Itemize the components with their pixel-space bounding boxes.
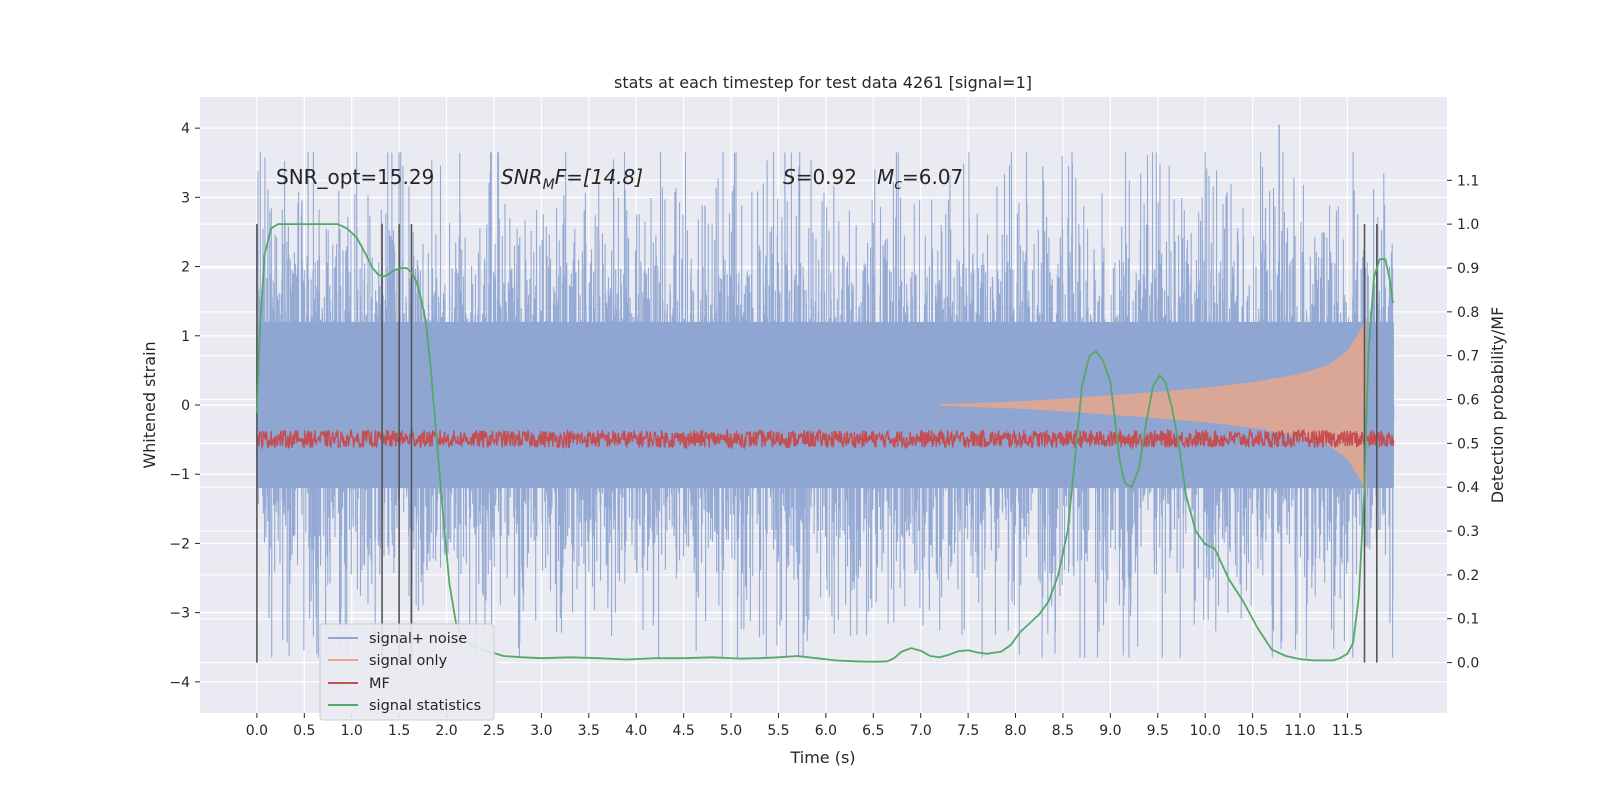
y-tick-label: −1 — [169, 467, 190, 483]
mf-line — [256, 427, 1395, 451]
x-tick-label: 5.0 — [720, 723, 742, 739]
y2-tick-label: 1.1 — [1457, 173, 1479, 189]
y-tick-label: 3 — [181, 190, 190, 206]
chart-title: stats at each timestep for test data 426… — [614, 73, 1032, 92]
x-tick-label: 1.0 — [341, 723, 363, 739]
x-tick-label: 11.5 — [1332, 723, 1363, 739]
signal-statistics-series — [256, 223, 1394, 663]
signal-statistics-line — [256, 223, 1394, 663]
y-tick-label: 1 — [181, 329, 190, 345]
y2-tick-label: 0.3 — [1457, 524, 1479, 540]
x-tick-label: 4.0 — [625, 723, 647, 739]
y-tick-label: −4 — [169, 675, 190, 691]
y2-axis-title: Detection probability/MF — [1488, 307, 1507, 504]
x-tick-label: 3.5 — [578, 723, 600, 739]
mc-subscript: c — [894, 177, 902, 193]
legend-label-signal-only: signal only — [369, 653, 448, 669]
y2-tick-label: 0.1 — [1457, 612, 1479, 628]
x-axis-ticks: 0.0 0.5 1.0 1.5 2.0 2.5 3.0 3.5 4.0 4.5 5.0 5.5 6.0 6… — [246, 713, 1363, 739]
legend-label-signal-noise: signal+ noise — [369, 631, 467, 647]
y-tick-label: −3 — [169, 606, 190, 622]
x-tick-label: 11.0 — [1284, 723, 1315, 739]
y2-tick-label: 0.2 — [1457, 568, 1479, 584]
y2-tick-label: 0.7 — [1457, 349, 1479, 365]
legend-box — [319, 623, 495, 721]
x-tick-label: 2.5 — [483, 723, 505, 739]
x-tick-label: 7.0 — [910, 723, 932, 739]
y-tick-label: −2 — [169, 536, 190, 552]
legend: signal+ noise signal only MF signal stat… — [319, 623, 495, 721]
y2-tick-label: 0.4 — [1457, 480, 1479, 496]
legend-label-signal-statistics: signal statistics — [369, 698, 481, 714]
x-tick-label: 8.0 — [1004, 723, 1026, 739]
y2-tick-label: 0.5 — [1457, 436, 1479, 452]
x-tick-label: 4.5 — [672, 723, 694, 739]
y2-axis-ticks: 1.1 1.0 0.9 0.8 0.7 0.6 0.5 0.4 0.3 0.2 0.1 0.0 — [1447, 173, 1479, 672]
mc-value: =6.07 — [902, 165, 963, 189]
x-tick-label: 2.0 — [435, 723, 457, 739]
annotation-s: S=0.92 — [783, 165, 857, 189]
x-tick-label: 0.0 — [246, 723, 268, 739]
x-tick-label: 8.5 — [1052, 723, 1074, 739]
vertical-markers — [256, 224, 1378, 663]
x-tick-label: 9.0 — [1099, 723, 1121, 739]
x-tick-label: 3.0 — [530, 723, 552, 739]
mf-series — [256, 427, 1395, 451]
x-axis-title: Time (s) — [789, 748, 855, 767]
x-tick-label: 10.0 — [1190, 723, 1221, 739]
x-tick-label: 6.5 — [862, 723, 884, 739]
y2-tick-label: 0.9 — [1457, 261, 1479, 277]
annotation-mc: Mc=6.07 — [877, 165, 963, 193]
y-axis-title: Whitened strain — [140, 341, 159, 468]
y-tick-label: 2 — [181, 260, 190, 276]
annotation-snr-opt: SNR_opt=15.29 — [276, 165, 434, 189]
y2-tick-label: 0.8 — [1457, 305, 1479, 321]
signal-only-envelope — [939, 318, 1367, 492]
y-tick-label: 0 — [181, 398, 190, 414]
annotation-snr-mf: SNRMF=[14.8] — [501, 165, 643, 193]
y-tick-label: 4 — [181, 121, 190, 137]
x-tick-label: 9.5 — [1147, 723, 1169, 739]
y-axis-ticks: 4 3 2 1 0 −1 −2 −3 −4 — [169, 121, 200, 691]
x-tick-label: 5.5 — [767, 723, 789, 739]
y2-tick-label: 1.0 — [1457, 217, 1479, 233]
x-tick-label: 0.5 — [293, 723, 315, 739]
x-tick-label: 7.5 — [957, 723, 979, 739]
x-tick-label: 6.0 — [815, 723, 837, 739]
s-value: =0.92 — [796, 165, 857, 189]
y2-tick-label: 0.6 — [1457, 393, 1479, 409]
snr-mf-value: F=[14.8] — [555, 165, 643, 189]
legend-label-mf: MF — [369, 676, 390, 692]
mc-label: M — [877, 165, 894, 189]
snr-mf-label: SNR — [501, 165, 543, 189]
s-label: S — [783, 165, 796, 189]
x-tick-label: 1.5 — [388, 723, 410, 739]
x-tick-label: 10.5 — [1237, 723, 1268, 739]
snr-mf-subscript: M — [543, 177, 555, 193]
signal-only-band — [939, 318, 1367, 492]
y2-tick-label: 0.0 — [1457, 656, 1479, 672]
